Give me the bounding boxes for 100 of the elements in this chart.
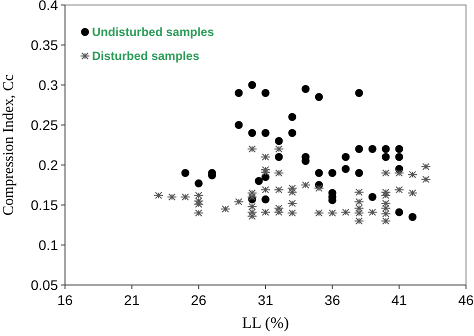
point xyxy=(355,89,364,97)
point xyxy=(166,193,177,201)
point xyxy=(194,200,204,208)
point xyxy=(354,209,364,217)
point xyxy=(380,188,391,196)
point xyxy=(274,145,284,153)
point xyxy=(262,89,270,97)
y-tick-label: 0.1 xyxy=(38,237,58,253)
point xyxy=(380,210,391,218)
point xyxy=(314,184,324,192)
point xyxy=(368,145,376,153)
point xyxy=(288,129,296,137)
point xyxy=(194,179,203,188)
point xyxy=(247,145,258,153)
point xyxy=(260,168,270,176)
y-tick-label: 0.4 xyxy=(38,0,58,13)
x-tick-label: 31 xyxy=(258,292,274,308)
point xyxy=(354,204,364,212)
point xyxy=(194,197,204,205)
point xyxy=(287,184,298,192)
point xyxy=(380,200,391,208)
point xyxy=(300,181,311,189)
point xyxy=(260,208,270,216)
point xyxy=(234,89,243,97)
point xyxy=(408,213,417,221)
y-tick-label: 0.25 xyxy=(30,117,58,133)
x-tick-label: 41 xyxy=(391,292,408,308)
point xyxy=(354,188,364,196)
point xyxy=(394,169,404,177)
point xyxy=(234,198,244,206)
x-axis-title: LL (%) xyxy=(242,315,289,332)
point xyxy=(180,193,190,201)
point xyxy=(395,208,404,216)
point xyxy=(274,169,284,177)
point xyxy=(328,169,336,177)
point xyxy=(260,166,270,174)
point xyxy=(395,153,404,161)
point xyxy=(274,137,283,145)
point xyxy=(355,145,364,153)
point xyxy=(260,186,270,194)
y-axis-title: Compression Index, Cc xyxy=(1,74,17,216)
point xyxy=(287,200,298,208)
point xyxy=(274,186,284,194)
point xyxy=(327,209,338,217)
point xyxy=(380,204,391,212)
point xyxy=(420,162,431,170)
point xyxy=(382,145,390,153)
point xyxy=(354,217,364,225)
x-tick-label: 21 xyxy=(124,292,140,308)
point xyxy=(380,192,391,200)
y-tick-label: 0.2 xyxy=(38,157,58,173)
point xyxy=(342,153,350,161)
point xyxy=(220,205,230,213)
point xyxy=(274,208,284,216)
point xyxy=(247,212,258,220)
point xyxy=(248,81,256,89)
point xyxy=(274,153,283,161)
x-tick-label: 16 xyxy=(57,292,73,308)
point xyxy=(314,169,323,177)
point xyxy=(355,169,364,177)
point xyxy=(340,208,351,216)
point xyxy=(254,177,263,185)
point xyxy=(262,129,270,137)
y-tick-label: 0.3 xyxy=(38,77,58,93)
point xyxy=(380,217,391,225)
point xyxy=(367,208,378,216)
y-tick-label: 0.05 xyxy=(30,277,58,293)
point xyxy=(314,93,323,101)
point xyxy=(408,170,418,178)
legend-label: Undisturbed samples xyxy=(92,25,214,39)
point xyxy=(260,153,270,161)
point xyxy=(247,189,258,197)
x-tick-label: 46 xyxy=(458,292,474,308)
point xyxy=(314,209,324,217)
point xyxy=(342,165,350,173)
point xyxy=(274,204,284,212)
point xyxy=(194,209,204,217)
point xyxy=(408,189,418,197)
legend-label: Disturbed samples xyxy=(92,49,200,63)
point xyxy=(181,169,190,177)
y-tick-label: 0.35 xyxy=(30,37,58,53)
point xyxy=(248,129,256,137)
y-tick-label: 0.15 xyxy=(30,197,58,213)
point xyxy=(247,193,258,201)
point xyxy=(194,192,204,200)
point xyxy=(380,169,391,177)
point xyxy=(420,176,431,184)
point xyxy=(288,113,296,121)
point xyxy=(287,209,298,217)
point xyxy=(368,193,376,201)
point xyxy=(234,121,243,129)
point xyxy=(247,208,258,216)
point xyxy=(354,198,364,206)
point xyxy=(262,195,270,204)
point xyxy=(247,202,258,210)
point xyxy=(287,188,298,196)
x-tick-label: 26 xyxy=(190,292,207,308)
point xyxy=(395,145,404,153)
x-tick-label: 36 xyxy=(324,292,340,308)
point xyxy=(302,85,310,93)
